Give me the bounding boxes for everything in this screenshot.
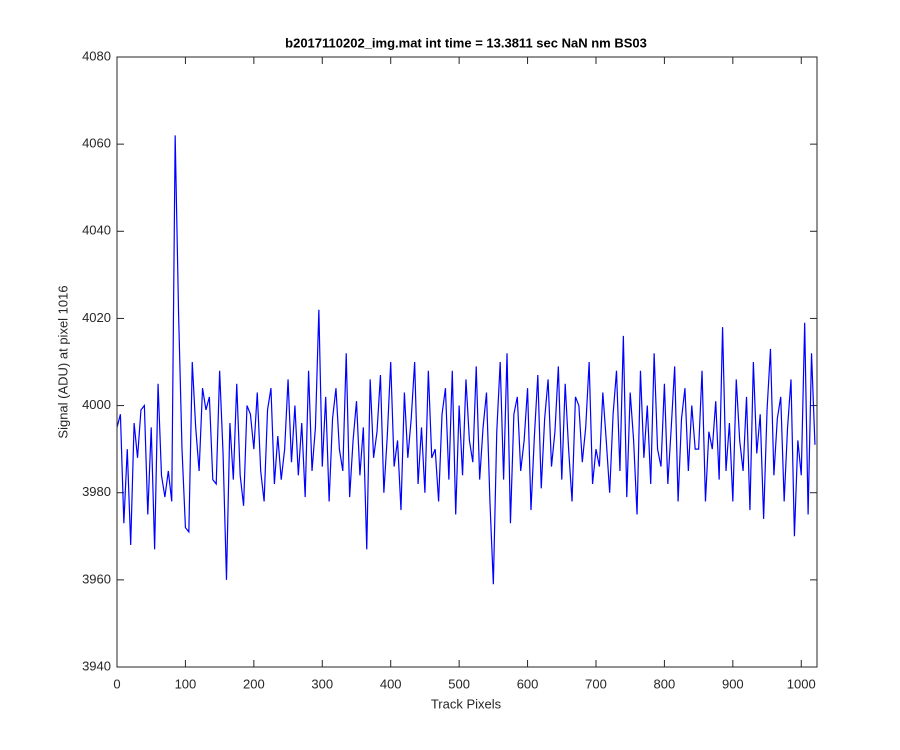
y-tick-label: 4080	[82, 48, 111, 63]
data-line	[116, 135, 816, 585]
x-tick-label: 500	[448, 676, 470, 691]
y-tick-label: 4000	[82, 397, 111, 412]
x-axis-label: Track Pixels	[431, 696, 502, 711]
x-tick-label: 400	[380, 676, 402, 691]
x-tick-label: 100	[175, 676, 197, 691]
y-tick-label: 3980	[82, 484, 111, 499]
x-tick-label: 1000	[787, 676, 816, 691]
x-tick-label: 300	[311, 676, 333, 691]
y-tick-label: 4040	[82, 223, 111, 238]
plot-frame	[116, 56, 818, 668]
y-axis-label: Signal (ADU) at pixel 1016	[55, 285, 70, 438]
y-tick-label: 4060	[82, 136, 111, 151]
x-tick-label: 700	[585, 676, 607, 691]
y-tick-label: 3940	[82, 658, 111, 673]
x-tick-label: 600	[517, 676, 539, 691]
chart-title: b2017110202_img.mat int time = 13.3811 s…	[285, 35, 647, 50]
x-tick-label: 0	[113, 676, 120, 691]
y-tick-label: 3960	[82, 571, 111, 586]
x-tick-label: 900	[722, 676, 744, 691]
x-tick-label: 800	[654, 676, 676, 691]
y-tick-label: 4020	[82, 310, 111, 325]
x-tick-label: 200	[243, 676, 265, 691]
